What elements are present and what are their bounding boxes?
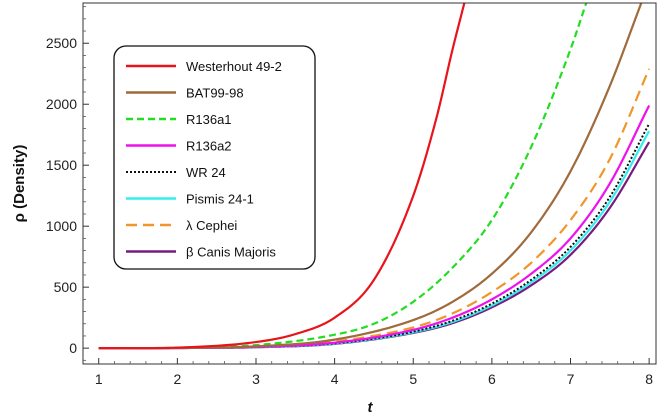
legend-label-7: β Canis Majoris: [186, 245, 276, 260]
legend-box: [113, 45, 316, 270]
series-line-4: [98, 123, 651, 350]
x-tick-label: 2: [173, 371, 181, 387]
x-tick-label: 5: [409, 371, 417, 387]
series-line-0: [98, 3, 466, 350]
plot-frame: [82, 2, 657, 365]
legend-label-3: R136a2: [186, 139, 232, 154]
x-tick-label: 7: [567, 371, 575, 387]
y-tick-label: 2500: [46, 35, 77, 51]
legend-label-4: WR 24: [186, 165, 226, 180]
ticks-layer: 1 2 3 4 5 6 7 8 0 500 1000 1500 2000 2500: [46, 6, 653, 387]
x-tick-label: 8: [645, 371, 653, 387]
y-tick-label: 0: [69, 340, 77, 356]
legend-label-6: λ Cephei: [186, 218, 237, 233]
series-line-1: [98, 3, 643, 350]
legend-label-0: Westerhout 49-2: [186, 59, 282, 74]
x-tick-label: 1: [95, 371, 103, 387]
legend-label-2: R136a1: [186, 112, 232, 127]
legend: Westerhout 49-2 BAT99-98 R136a1 R136a2 WR 24…: [113, 45, 316, 270]
x-axis-label: t: [368, 399, 374, 416]
legend-label-5: Pismis 24-1: [186, 192, 254, 207]
x-tick-label: 6: [488, 371, 496, 387]
series-line-2: [98, 3, 588, 350]
y-tick-label: 1500: [46, 157, 77, 173]
y-tick-label: 2000: [46, 96, 77, 112]
x-tick-label: 3: [252, 371, 260, 387]
y-axis-label: ρ (Density): [11, 145, 28, 223]
series-layer: [98, 3, 651, 350]
y-tick-label: 1000: [46, 218, 77, 234]
series-line-6: [98, 68, 651, 350]
y-tick-label: 500: [54, 279, 78, 295]
x-tick-label: 4: [331, 371, 339, 387]
legend-label-1: BAT99-98: [186, 86, 244, 101]
